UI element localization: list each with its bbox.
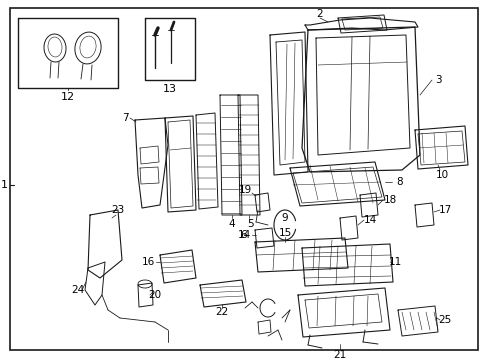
Text: 1: 1 <box>0 180 7 190</box>
Text: 22: 22 <box>215 307 228 317</box>
Text: 25: 25 <box>437 315 451 325</box>
Text: 16: 16 <box>141 257 154 267</box>
Text: 13: 13 <box>163 84 177 94</box>
Text: 15: 15 <box>278 228 291 238</box>
Text: 19: 19 <box>238 185 251 195</box>
Text: 5: 5 <box>246 219 253 229</box>
Text: 14: 14 <box>237 230 250 240</box>
Text: 12: 12 <box>61 92 75 102</box>
Text: 20: 20 <box>148 290 161 300</box>
Text: 2: 2 <box>316 9 323 19</box>
Text: 21: 21 <box>333 350 346 360</box>
Text: 6: 6 <box>240 230 247 240</box>
Text: 10: 10 <box>434 170 447 180</box>
Text: 8: 8 <box>396 177 403 187</box>
Text: 9: 9 <box>281 213 288 223</box>
Text: 24: 24 <box>71 285 84 295</box>
Text: 4: 4 <box>228 219 235 229</box>
Text: 3: 3 <box>434 75 440 85</box>
Text: 7: 7 <box>122 113 128 123</box>
Text: 18: 18 <box>383 195 396 205</box>
Text: 17: 17 <box>437 205 451 215</box>
Text: 14: 14 <box>363 215 376 225</box>
Text: 11: 11 <box>387 257 401 267</box>
Text: 23: 23 <box>111 205 124 215</box>
